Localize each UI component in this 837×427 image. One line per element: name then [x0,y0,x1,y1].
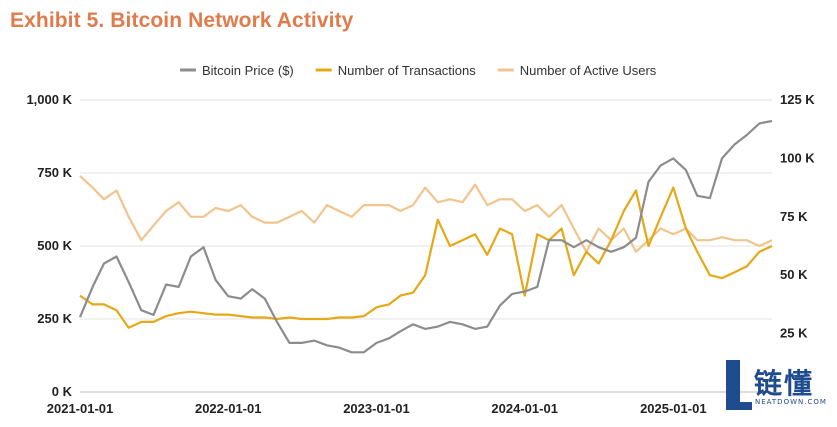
grid-lines [80,99,772,393]
series-lines [78,119,773,354]
y-left-tick-label: 1,000 K [26,92,72,107]
logo-mark-horizontal [726,402,752,410]
chart-title: Exhibit 5. Bitcoin Network Activity [10,9,354,32]
y-left-tick-label: 500 K [37,238,72,253]
y-right-tick-label: 100 K [780,150,815,165]
x-axis: 2021-01-01 2022-01-01 2023-01-01 2024-01-01… [47,401,707,416]
x-tick-label: 2025-01-01 [640,401,707,416]
x-tick-label: 2022-01-01 [195,401,262,416]
y-right-tick-label: 50 K [780,267,808,282]
y-left-tick-label: 750 K [37,165,72,180]
legend-label: Number of Transactions [338,63,477,78]
logo-mark-vertical [726,360,740,410]
y-left-tick-label: 0 K [52,384,73,399]
y-left-tick-label: 250 K [37,311,72,326]
series-line-number-of-transactions [79,186,773,329]
neatdown-logo: 链懂 NEATDOWN.COM [722,358,834,418]
legend-label: Bitcoin Price ($) [202,63,294,78]
y-right-tick-label: 125 K [780,92,815,107]
x-tick-label: 2021-01-01 [47,401,114,416]
x-tick-label: 2024-01-01 [491,401,558,416]
series-line-bitcoin-price [78,119,773,354]
legend-label: Number of Active Users [520,63,657,78]
series-line-number-of-active-users [79,175,773,253]
y-axis-right: 25 K 50 K 75 K 100 K 125 K [780,92,815,341]
logo-english-text: NEATDOWN.COM [755,398,827,406]
y-right-tick-label: 75 K [780,209,808,224]
legend: Bitcoin Price ($) Number of Transactions N… [180,63,657,78]
y-axis-left: 0 K 250 K 500 K 750 K 1,000 K [26,92,72,399]
logo-chinese-text: 链懂 [754,367,815,400]
x-tick-label: 2023-01-01 [343,401,410,416]
y-right-tick-label: 25 K [780,326,808,341]
